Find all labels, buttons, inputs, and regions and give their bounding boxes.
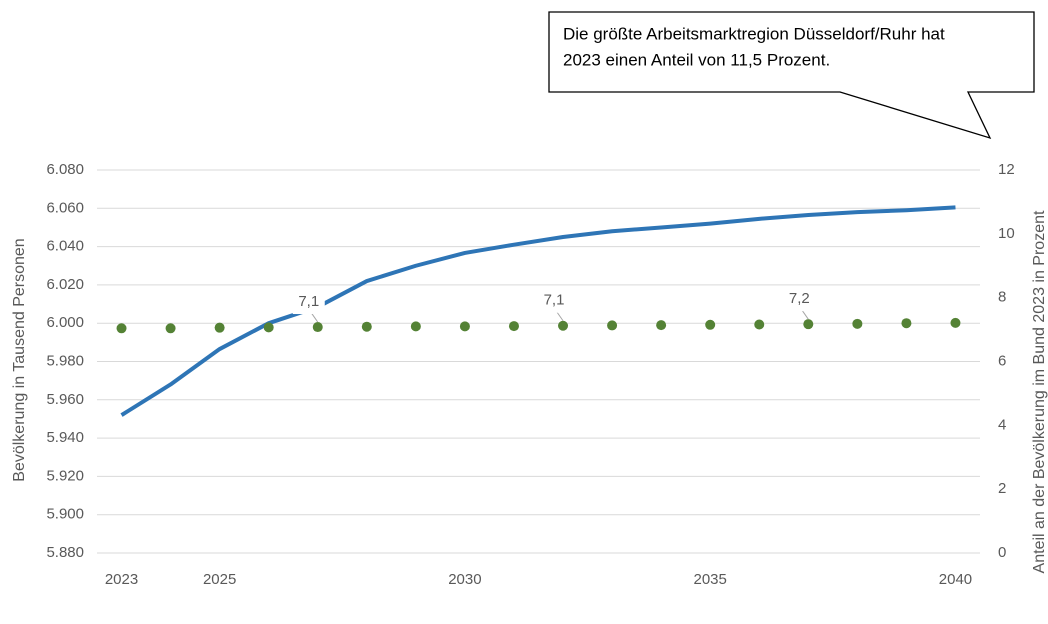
y-tick-label: 6.060 xyxy=(46,199,84,216)
y-tick-label: 6.000 xyxy=(46,314,84,331)
data-point xyxy=(705,319,716,330)
y-tick-label: 6.020 xyxy=(46,276,84,293)
y-tick-label: 6.080 xyxy=(46,161,84,178)
data-point xyxy=(312,322,323,333)
y2-tick-label: 6 xyxy=(998,352,1006,369)
callout: Die größte Arbeitsmarktregion Düsseldorf… xyxy=(548,11,1035,140)
y-tick-label: 5.920 xyxy=(46,467,84,484)
data-label-box xyxy=(538,288,571,313)
data-point xyxy=(410,321,421,332)
x-tick-label: 2040 xyxy=(939,571,972,588)
y-tick-label: 5.940 xyxy=(46,429,84,446)
y-tick-label: 6.040 xyxy=(46,238,84,255)
data-point xyxy=(263,322,274,333)
data-label-box xyxy=(292,290,325,315)
data-point xyxy=(656,320,667,331)
y-tick-label: 5.960 xyxy=(46,391,84,408)
y-tick-label: 5.980 xyxy=(46,352,84,369)
y2-tick-label: 0 xyxy=(998,544,1006,561)
data-point xyxy=(116,323,127,334)
data-label: 7,2 xyxy=(789,290,810,307)
data-label: 7,1 xyxy=(544,292,565,309)
y2-tick-label: 10 xyxy=(998,225,1015,242)
y2-tick-label: 2 xyxy=(998,480,1006,497)
data-point xyxy=(214,322,225,333)
y-tick-label: 5.880 xyxy=(46,544,84,561)
data-line xyxy=(120,205,956,417)
data-point xyxy=(508,321,519,332)
data-point xyxy=(558,320,569,331)
data-point xyxy=(607,320,618,331)
x-tick-label: 2025 xyxy=(203,571,236,588)
x-tick-label: 2030 xyxy=(448,571,481,588)
annotation: 2023 einen Anteil von 11,5 Prozent. xyxy=(563,50,830,69)
data-label: 7,1 xyxy=(298,293,319,310)
data-point xyxy=(852,318,863,329)
y2-tick-label: 4 xyxy=(998,416,1006,433)
data-point xyxy=(803,319,814,330)
x-tick-label: 2023 xyxy=(105,571,138,588)
data-point xyxy=(459,321,470,332)
callout-box xyxy=(548,11,1035,140)
data-point xyxy=(361,321,372,332)
y2-tick-label: 12 xyxy=(998,161,1015,178)
x-tick-label: 2035 xyxy=(694,571,727,588)
y2-axis-label: Anteil an der Bevölkerung im Bund 2023 i… xyxy=(1031,210,1048,573)
data-point xyxy=(754,319,765,330)
y-tick-label: 5.900 xyxy=(46,506,84,523)
data-point xyxy=(165,323,176,334)
data-label-box xyxy=(783,287,816,312)
annotation: Die größte Arbeitsmarktregion Düsseldorf… xyxy=(563,24,945,43)
data-point xyxy=(950,317,961,328)
y2-tick-label: 8 xyxy=(998,289,1006,306)
y-axis-label: Bevölkerung in Tausend Personen xyxy=(11,238,28,481)
data-point xyxy=(901,318,912,329)
